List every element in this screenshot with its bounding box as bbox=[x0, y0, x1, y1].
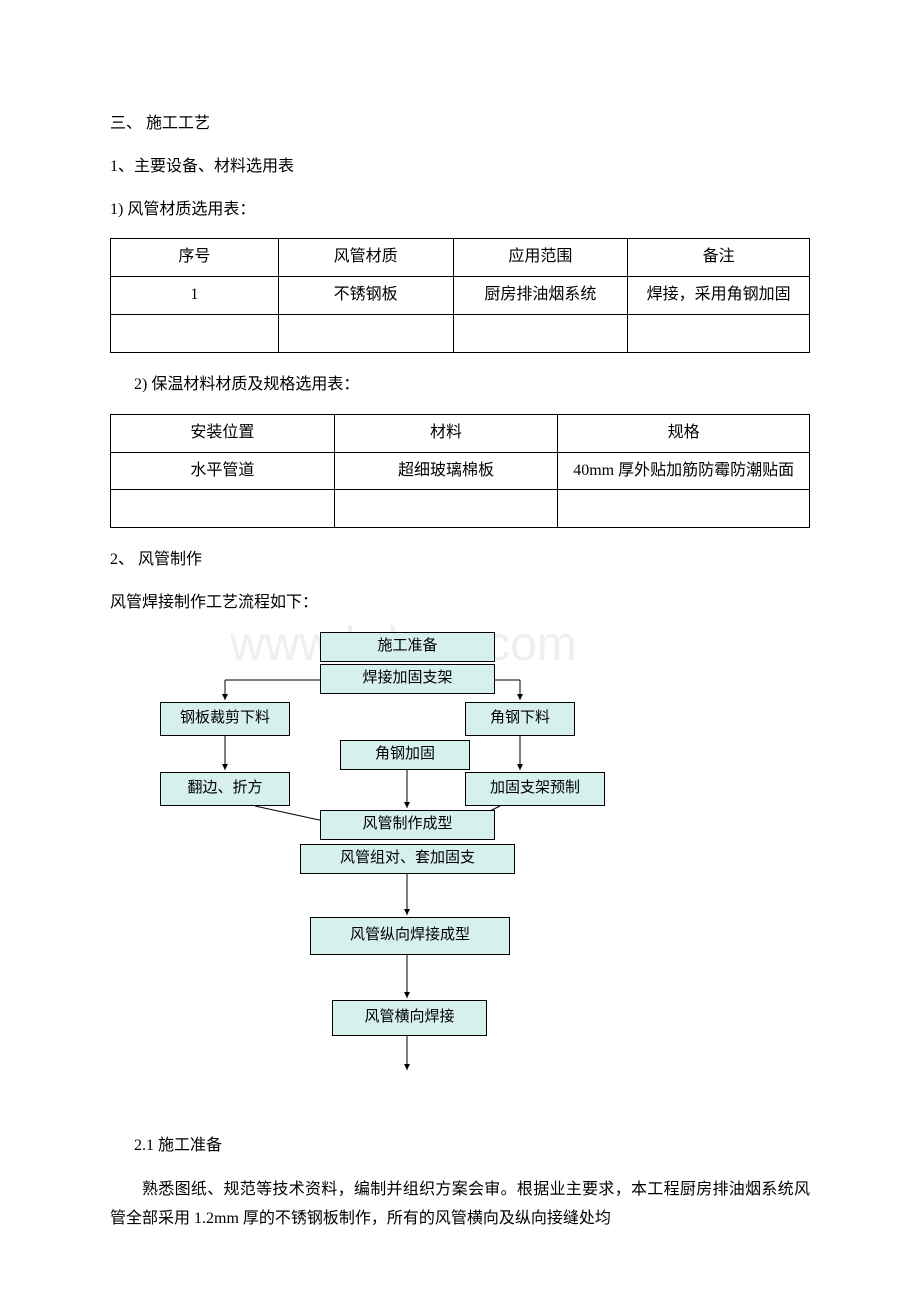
table-cell: 焊接，采用角钢加固 bbox=[628, 277, 810, 315]
table-row bbox=[111, 314, 810, 352]
heading-1: 1、主要设备、材料选用表 bbox=[110, 153, 810, 182]
heading-2-1: 2.1 施工准备 bbox=[134, 1132, 810, 1161]
heading-1-2: 2) 保温材料材质及规格选用表： bbox=[134, 371, 810, 400]
flow-node-fold: 翻边、折方 bbox=[160, 772, 290, 806]
flowchart: www.bdocx.com 施工准备 焊接加固支架 钢板裁剪下料 角钢下料 角钢… bbox=[110, 632, 810, 1112]
table-header: 备注 bbox=[628, 239, 810, 277]
table-row: 水平管道 超细玻璃棉板 40mm 厚外贴加筋防霉防潮贴面 bbox=[111, 452, 810, 490]
table-header: 应用范围 bbox=[453, 239, 628, 277]
flow-node-prep: 施工准备 bbox=[320, 632, 495, 662]
flow-node-forming: 风管制作成型 bbox=[320, 810, 495, 840]
table-cell bbox=[628, 314, 810, 352]
heading-1-1: 1) 风管材质选用表： bbox=[110, 196, 810, 225]
paragraph-body: 熟悉图纸、规范等技术资料，编制并组织方案会审。根据业主要求，本工程厨房排油烟系统… bbox=[110, 1175, 810, 1234]
table-header-row: 序号 风管材质 应用范围 备注 bbox=[111, 239, 810, 277]
flow-node-steel-cut: 钢板裁剪下料 bbox=[160, 702, 290, 736]
table-cell: 40mm 厚外贴加筋防霉防潮贴面 bbox=[558, 452, 810, 490]
table-duct-material: 序号 风管材质 应用范围 备注 1 不锈钢板 厨房排油烟系统 焊接，采用角钢加固 bbox=[110, 238, 810, 353]
table-header-row: 安装位置 材料 规格 bbox=[111, 414, 810, 452]
flow-node-assembly: 风管组对、套加固支 bbox=[300, 844, 515, 874]
table-cell: 不锈钢板 bbox=[278, 277, 453, 315]
table-header: 安装位置 bbox=[111, 414, 335, 452]
table-cell bbox=[111, 490, 335, 528]
table-row: 1 不锈钢板 厨房排油烟系统 焊接，采用角钢加固 bbox=[111, 277, 810, 315]
flow-node-trans-weld: 风管横向焊接 bbox=[332, 1000, 487, 1036]
flow-node-angle-rein: 角钢加固 bbox=[340, 740, 470, 770]
table-header: 序号 bbox=[111, 239, 279, 277]
table-header: 风管材质 bbox=[278, 239, 453, 277]
table-cell bbox=[278, 314, 453, 352]
table-cell: 水平管道 bbox=[111, 452, 335, 490]
table-cell bbox=[558, 490, 810, 528]
table-cell: 厨房排油烟系统 bbox=[453, 277, 628, 315]
table-row bbox=[111, 490, 810, 528]
table-cell bbox=[111, 314, 279, 352]
heading-2: 2、 风管制作 bbox=[110, 546, 810, 575]
flow-node-long-weld: 风管纵向焊接成型 bbox=[310, 917, 510, 955]
table-cell bbox=[453, 314, 628, 352]
table-header: 材料 bbox=[334, 414, 558, 452]
table-cell bbox=[334, 490, 558, 528]
flow-node-angle-cut: 角钢下料 bbox=[465, 702, 575, 736]
table-header: 规格 bbox=[558, 414, 810, 452]
flow-intro: 风管焊接制作工艺流程如下： bbox=[110, 589, 810, 618]
table-cell: 1 bbox=[111, 277, 279, 315]
table-cell: 超细玻璃棉板 bbox=[334, 452, 558, 490]
section-3-title: 三、 施工工艺 bbox=[110, 110, 810, 139]
table-insulation-material: 安装位置 材料 规格 水平管道 超细玻璃棉板 40mm 厚外贴加筋防霉防潮贴面 bbox=[110, 414, 810, 529]
flow-node-weld-bracket: 焊接加固支架 bbox=[320, 664, 495, 694]
flow-node-prefab: 加固支架预制 bbox=[465, 772, 605, 806]
